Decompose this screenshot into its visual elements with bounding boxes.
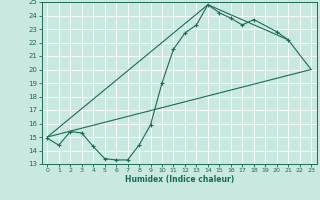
X-axis label: Humidex (Indice chaleur): Humidex (Indice chaleur) — [124, 175, 234, 184]
